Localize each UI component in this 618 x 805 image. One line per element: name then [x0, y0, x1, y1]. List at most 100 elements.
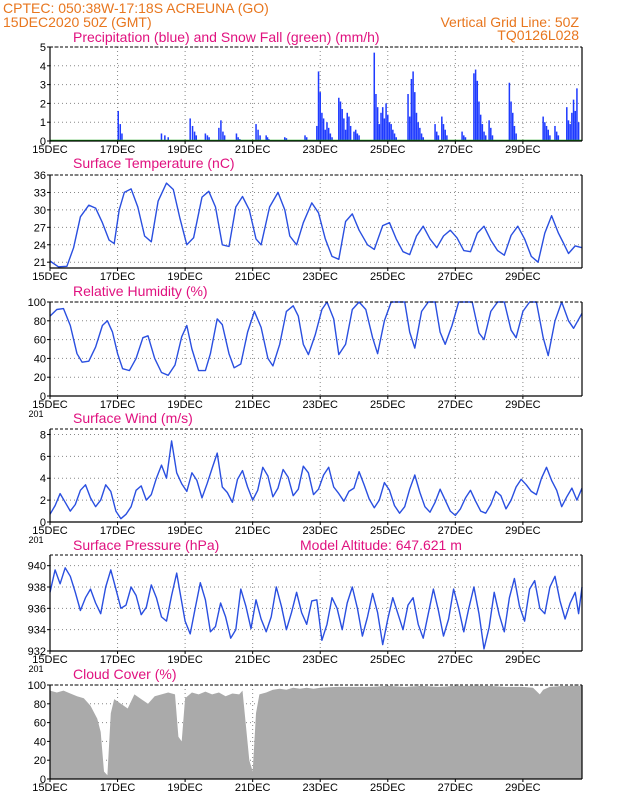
year-label: 201 — [28, 409, 43, 419]
precip-bar — [392, 129, 394, 141]
precip-bar — [491, 135, 494, 141]
y-tick-label: 934 — [28, 625, 46, 637]
precip-bar — [376, 107, 379, 141]
panel-title: Surface Temperature (nC) — [73, 155, 235, 171]
precip-bar — [305, 137, 308, 141]
x-tick-label: 15DEC — [32, 144, 68, 156]
precip-bar — [265, 135, 267, 141]
y-tick-label: 33 — [34, 187, 46, 199]
precip-bar — [283, 137, 286, 141]
precip-bar — [321, 112, 323, 141]
precip-bar — [555, 131, 558, 141]
header-code: TQ0126L028 — [497, 27, 579, 43]
precip-bar — [508, 82, 511, 141]
panel-subtitle: Model Altitude: 647.621 m — [300, 537, 462, 553]
precip-bar — [483, 131, 485, 141]
precip-bar — [204, 133, 207, 141]
y-tick-label: 40 — [34, 353, 46, 365]
x-tick-label: 27DEC — [438, 782, 474, 794]
series-line — [49, 301, 583, 376]
x-tick-label: 25DEC — [370, 399, 406, 411]
y-tick-label: 2 — [40, 495, 46, 507]
precip-bar — [463, 135, 465, 141]
y-tick-label: 936 — [28, 603, 46, 615]
precip-bar — [343, 118, 345, 141]
x-tick-label: 27DEC — [438, 654, 474, 666]
y-tick-label: 20 — [34, 372, 46, 384]
x-tick-label: 23DEC — [302, 399, 338, 411]
y-tick-label: 2 — [40, 98, 46, 110]
y-tick-label: 0 — [40, 774, 46, 786]
x-tick-label: 17DEC — [100, 271, 136, 283]
precip-bar — [566, 107, 568, 141]
precip-bar — [344, 129, 347, 141]
grid — [49, 301, 582, 397]
precip-bar — [569, 124, 571, 141]
precip-bar — [381, 107, 384, 141]
precip-bar — [191, 125, 194, 141]
x-tick-label: 23DEC — [302, 525, 338, 537]
x-tick-label: 25DEC — [370, 654, 406, 666]
precip-bar — [193, 131, 196, 141]
precip-bar — [316, 125, 318, 141]
precip-bar — [481, 124, 484, 141]
y-tick-label: 4 — [40, 473, 46, 485]
precip-bar — [338, 97, 340, 141]
precip-bar — [484, 135, 487, 141]
panel-rh: Relative Humidity (%) 0 20 40 60 80 100 15DEC 17… — [28, 283, 583, 419]
x-tick-label: 15DEC — [32, 654, 68, 666]
series-line — [49, 182, 583, 268]
precip-bar — [285, 138, 288, 141]
x-tick-label: 23DEC — [302, 654, 338, 666]
precip-bar — [220, 120, 222, 141]
x-tick-label: 21DEC — [235, 271, 271, 283]
x-tick-label: 21DEC — [235, 399, 271, 411]
x-tick-label: 19DEC — [167, 271, 203, 283]
y-tick-label: 40 — [34, 736, 46, 748]
x-tick-label: 29DEC — [505, 525, 541, 537]
precip-bar — [545, 125, 548, 141]
precip-bar — [419, 127, 421, 141]
precip-bar — [259, 135, 261, 141]
panel-temp: Surface Temperature (nC) 21 24 27 30 33 36 15DE… — [32, 155, 583, 283]
panel-title: Precipitation (blue) and Snow Fall (gree… — [73, 29, 380, 45]
cloud-area — [50, 685, 582, 779]
y-tick-label: 6 — [40, 451, 46, 463]
panel-precip: Precipitation (blue) and Snow Fall (gree… — [32, 29, 583, 156]
x-tick-label: 27DEC — [438, 271, 474, 283]
y-tick-label: 100 — [28, 680, 46, 692]
precip-bar — [317, 71, 320, 141]
precip-bar — [395, 137, 397, 141]
y-tick-label: 3 — [40, 80, 46, 92]
y-tick-label: 0 — [40, 517, 46, 529]
precip-bar — [422, 137, 425, 141]
precip-bar — [544, 122, 546, 141]
y-tick-label: 36 — [34, 170, 46, 182]
precip-bar — [266, 137, 269, 141]
y-tick-label: 80 — [34, 316, 46, 328]
precip-bar — [577, 122, 580, 141]
precip-bar — [420, 133, 423, 141]
precip-bar — [164, 135, 166, 141]
precip-bar — [206, 135, 209, 141]
precip-bar — [549, 135, 551, 141]
x-tick-label: 27DEC — [438, 144, 474, 156]
y-tick-label: 0 — [40, 136, 46, 148]
precip-bar — [473, 73, 475, 141]
precip-bar — [353, 131, 355, 141]
y-tick-label: 21 — [34, 257, 46, 269]
header-run: 15DEC2020 50Z (GMT) — [3, 14, 152, 30]
precip-bar — [441, 116, 443, 141]
precip-bar — [412, 71, 414, 141]
precip-bar — [237, 137, 239, 141]
precip-bar — [510, 101, 512, 141]
precip-bar — [117, 110, 119, 141]
precip-bar — [461, 131, 463, 141]
y-tick-label: 4 — [40, 61, 46, 73]
precip-bar — [478, 101, 480, 141]
precip-bar — [557, 135, 560, 141]
precip-bar — [319, 92, 321, 141]
precip-bar — [331, 137, 333, 141]
precip-bar — [324, 129, 327, 141]
